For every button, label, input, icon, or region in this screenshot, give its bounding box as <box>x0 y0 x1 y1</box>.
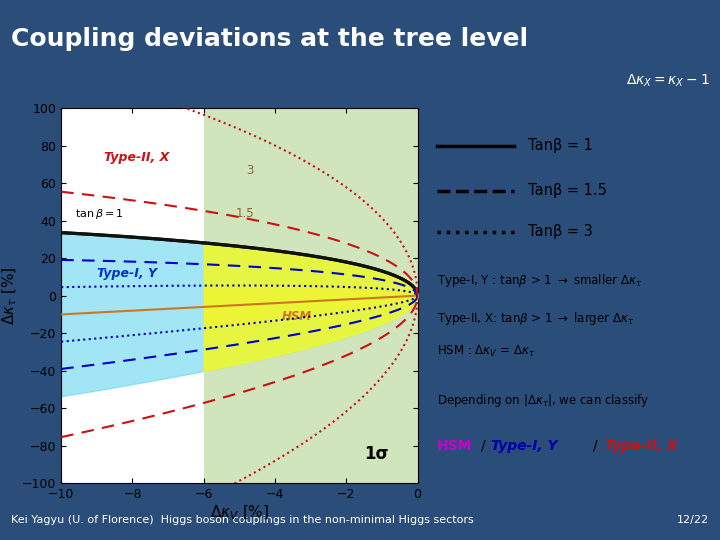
Text: Type-I, Y: Type-I, Y <box>96 267 157 280</box>
Text: HSM: HSM <box>282 310 312 323</box>
X-axis label: $\Delta\kappa_V$ [%]: $\Delta\kappa_V$ [%] <box>210 504 269 522</box>
Text: 12/22: 12/22 <box>677 515 709 525</box>
Y-axis label: $\Delta\kappa_\tau$ [%]: $\Delta\kappa_\tau$ [%] <box>1 267 19 325</box>
Text: /: / <box>593 439 598 453</box>
Text: Kei Yagyu (U. of Florence)  Higgs boson couplings in the non-minimal Higgs secto: Kei Yagyu (U. of Florence) Higgs boson c… <box>11 515 474 525</box>
Text: $\tan\beta = 1$: $\tan\beta = 1$ <box>76 207 125 221</box>
Text: 3: 3 <box>246 164 254 177</box>
Text: Coupling deviations at the tree level: Coupling deviations at the tree level <box>11 27 528 51</box>
Text: $\Delta\kappa_X = \kappa_X - 1$: $\Delta\kappa_X = \kappa_X - 1$ <box>626 73 709 90</box>
Text: Type-II, X: Type-II, X <box>605 439 677 453</box>
Text: Type-II, X: tan$\beta$ > 1 $\rightarrow$ larger $\Delta\kappa_\tau$: Type-II, X: tan$\beta$ > 1 $\rightarrow$… <box>437 309 634 327</box>
Text: /: / <box>481 439 485 453</box>
Text: Type-I, Y : tan$\beta$ > 1 $\rightarrow$ smaller $\Delta\kappa_\tau$: Type-I, Y : tan$\beta$ > 1 $\rightarrow$… <box>437 272 642 289</box>
Bar <box>204 108 418 483</box>
Text: 1σ: 1σ <box>364 445 389 463</box>
Text: 1.5: 1.5 <box>236 207 254 220</box>
Text: HSM: HSM <box>437 439 472 453</box>
Text: Tanβ = 1.5: Tanβ = 1.5 <box>528 183 607 198</box>
Text: HSM : $\Delta\kappa_V$ = $\Delta\kappa_\tau$: HSM : $\Delta\kappa_V$ = $\Delta\kappa_\… <box>437 345 535 360</box>
Text: Tanβ = 3: Tanβ = 3 <box>528 224 593 239</box>
Text: Type-II, X: Type-II, X <box>104 151 169 164</box>
Text: Tanβ = 1: Tanβ = 1 <box>528 138 593 153</box>
Text: Depending on $|\Delta\kappa_\tau|$, we can classify: Depending on $|\Delta\kappa_\tau|$, we c… <box>437 392 649 409</box>
Text: Type-I, Y: Type-I, Y <box>491 439 557 453</box>
